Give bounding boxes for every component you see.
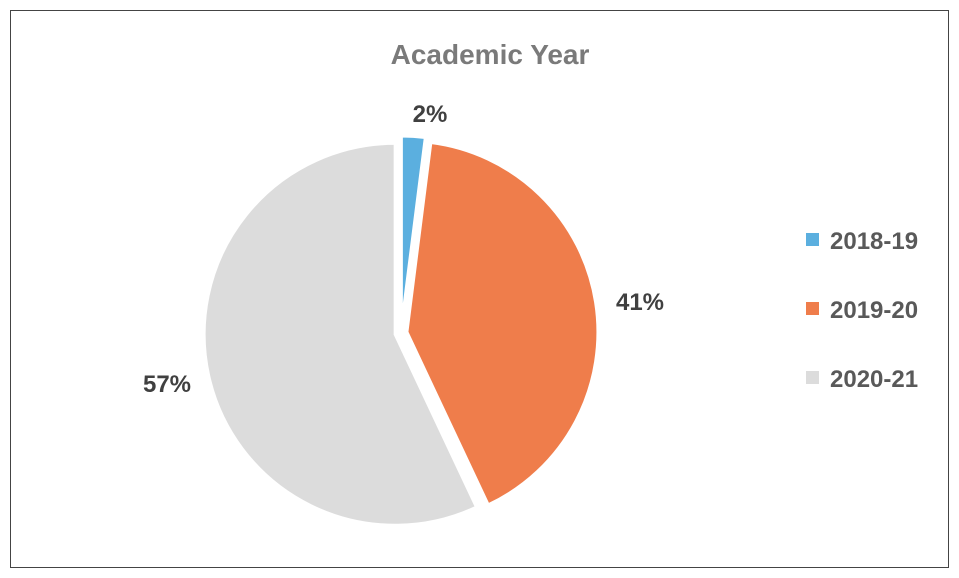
data-label-2018-19: 2% bbox=[413, 101, 448, 128]
legend-label-2019-20: 2019-20 bbox=[830, 297, 918, 324]
legend-swatch-2019-20 bbox=[806, 302, 819, 315]
data-labels: 2% 41% 57% bbox=[143, 101, 664, 398]
chart-title: Academic Year bbox=[391, 39, 590, 70]
legend: 2018-19 2019-20 2020-21 bbox=[806, 228, 918, 393]
pie-slices bbox=[202, 134, 600, 527]
pie-slice-2018-19 bbox=[399, 134, 427, 328]
data-label-2019-20: 41% bbox=[616, 289, 664, 316]
legend-swatch-2018-19 bbox=[806, 233, 819, 246]
legend-label-2020-21: 2020-21 bbox=[830, 366, 918, 393]
legend-label-2018-19: 2018-19 bbox=[830, 228, 918, 255]
data-label-2020-21: 57% bbox=[143, 371, 191, 398]
pie-slice-2019-20 bbox=[405, 140, 600, 507]
pie-slice-2020-21 bbox=[202, 141, 479, 527]
legend-swatch-2020-21 bbox=[806, 371, 819, 384]
